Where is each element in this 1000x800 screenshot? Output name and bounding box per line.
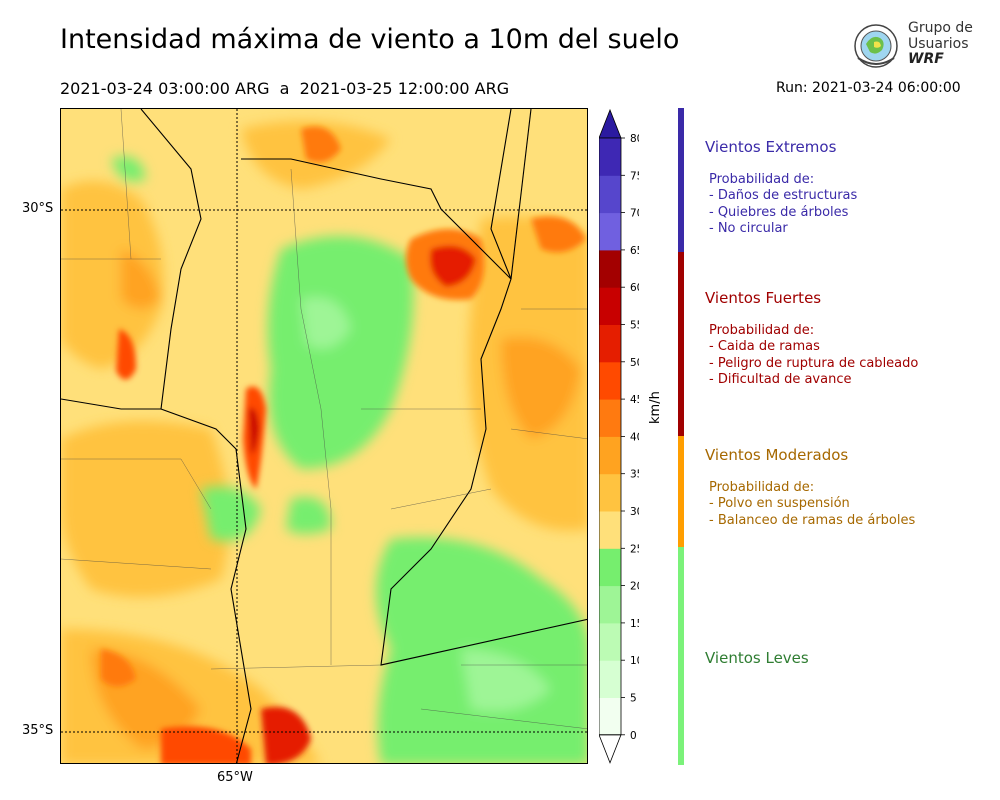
colorbar-tick-label: 80: [630, 133, 639, 145]
colorbar-segment: [599, 697, 621, 736]
colorbar-segment: [599, 287, 621, 325]
colorbar-segment: [599, 138, 621, 176]
category-description-line: Probabilidad de:: [709, 172, 815, 187]
colorbar-segment: [599, 249, 621, 288]
wind-field-svg: [61, 109, 587, 763]
colorbar-tick-label: 65: [630, 245, 639, 257]
category-description-line: - Quiebres de árboles: [709, 204, 849, 220]
category-description-line: - Polvo en suspensión: [709, 496, 850, 512]
colorbar-segment: [599, 324, 621, 363]
wind-field-strong: [101, 126, 586, 763]
wind-field-light: [111, 156, 587, 763]
logo-text-line1: Grupo de: [908, 20, 973, 36]
colorbar-tick-label: 0: [630, 730, 637, 742]
colorbar-segment: [599, 212, 621, 251]
category-description-line: - Daños de estructuras: [709, 188, 858, 204]
colorbar-tick-label: 35: [630, 469, 639, 481]
colorbar-tick-label: 50: [630, 357, 639, 369]
country-borders: [61, 109, 587, 763]
category-title: Vientos Extremos: [705, 138, 837, 156]
colorbar-tick-label: 70: [630, 208, 639, 220]
category-color-bar: [678, 108, 684, 252]
category-description-line: - Balanceo de ramas de árboles: [709, 512, 916, 528]
colorbar-tick-label: 25: [630, 543, 639, 555]
category-description: Probabilidad de: - Daños de estructuras - …: [709, 172, 857, 237]
category-color-bar: [678, 436, 684, 547]
category-description-line: Probabilidad de:: [709, 323, 815, 338]
colorbar-tick-label: 45: [630, 394, 639, 406]
colorbar-segment: [599, 175, 621, 214]
colorbar-tick-label: 5: [630, 693, 637, 705]
colorbar-segment: [599, 660, 621, 698]
category-description-line: - Peligro de ruptura de cableado: [709, 355, 919, 371]
colorbar-under-arrow: [599, 734, 622, 764]
category-description: Probabilidad de: - Polvo en suspensión - B…: [709, 480, 915, 529]
lat-label-35s: 35°S: [22, 723, 54, 738]
province-borders: [61, 109, 587, 730]
grupo-usuarios-wrf-logo: Grupo de Usuarios WRF: [848, 18, 978, 74]
globe-icon: [854, 24, 898, 68]
logo-text-line2: Usuarios: [908, 36, 969, 52]
colorbar-tick-label: 60: [630, 282, 639, 294]
category-description: Probabilidad de: - Caida de ramas - Peligr…: [709, 323, 918, 388]
colorbar-tick-label: 55: [630, 320, 639, 332]
category-description-line: - No circular: [709, 220, 788, 236]
category-description-line: - Dificultad de avance: [709, 371, 852, 387]
wind-colorbar: 80757065605550454035302520151050: [599, 108, 639, 764]
colorbar-segment: [599, 399, 621, 437]
category-description-line: - Caida de ramas: [709, 339, 820, 355]
run-time: Run: 2021-03-24 06:00:00: [776, 80, 961, 96]
category-color-bar: [678, 547, 684, 765]
colorbar-segment: [599, 473, 621, 512]
colorbar-tick-label: 30: [630, 506, 639, 518]
colorbar-segment: [599, 548, 621, 587]
colorbar-over-arrow: [599, 108, 622, 139]
colorbar-units: km/h: [648, 391, 663, 424]
colorbar-tick-label: 40: [630, 431, 639, 443]
colorbar-tick-label: 10: [630, 655, 639, 667]
graticule: [61, 109, 587, 763]
colorbar-segment: [599, 361, 621, 400]
colorbar-segment: [599, 585, 621, 624]
category-description-line: Probabilidad de:: [709, 480, 815, 495]
category-title: Vientos Leves: [705, 649, 809, 667]
category-title: Vientos Fuertes: [705, 289, 822, 307]
category-title: Vientos Moderados: [705, 446, 849, 464]
colorbar-tick-label: 20: [630, 581, 639, 593]
chart-title: Intensidad máxima de viento a 10m del su…: [60, 24, 680, 55]
lon-label-65w: 65°W: [217, 770, 253, 785]
colorbar-segment: [599, 622, 621, 661]
forecast-period: 2021-03-24 03:00:00 ARG a 2021-03-25 12:…: [60, 79, 510, 98]
wind-map: [60, 108, 588, 764]
colorbar-tick-label: 75: [630, 170, 639, 182]
colorbar-tick-label: 15: [630, 618, 639, 630]
lat-label-30s: 30°S: [22, 201, 54, 216]
logo-text-wrf: WRF: [908, 51, 944, 67]
colorbar-segment: [599, 436, 621, 475]
category-color-bar: [678, 252, 684, 436]
colorbar-segment: [599, 511, 621, 549]
